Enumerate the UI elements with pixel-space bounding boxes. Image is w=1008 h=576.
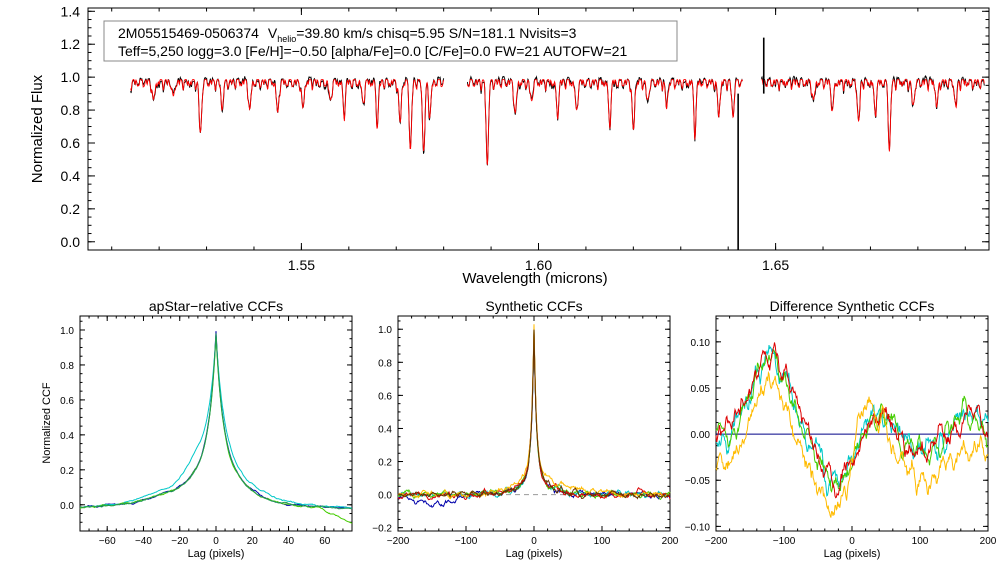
- apstar-ccf-series: [79, 331, 353, 524]
- model-spectrum-line: [761, 79, 985, 152]
- x-tick-label: 60: [319, 536, 331, 547]
- model-spectrum-line: [466, 79, 743, 165]
- x-tick-label: 200: [662, 536, 679, 547]
- model-spectrum-line: [130, 78, 445, 152]
- y-tick-label: 1.4: [61, 3, 81, 19]
- x-tick-label: −200: [387, 536, 410, 547]
- difference-ccf-panel: −200 −100 0 100 200 −0.10 −0.05 0.00 0.05 0.10 Di…: [685, 298, 997, 560]
- y-tick-label: 0.0: [61, 234, 81, 250]
- y-tick-label: 0.4: [378, 424, 392, 435]
- x-tick-label: 100: [912, 536, 929, 547]
- y-tick-label: 0.2: [61, 201, 81, 217]
- apstar-ccf-frame: [79, 315, 353, 532]
- y-tick-label: 0.4: [61, 168, 81, 184]
- synthetic-ccf-line: [397, 324, 671, 500]
- apstar-ccf-title: apStar−relative CCFs: [149, 298, 283, 314]
- apstar-ccf-ticks: −60 −40 −20 0 20 40 60 0.0 0.2 0.4 0.6 0.8 1.0: [60, 316, 353, 547]
- x-tick-label: −20: [171, 536, 188, 547]
- annotation-stats: =39.80 km/s chisq=5.95 S/N=181.1 Nvisits…: [296, 25, 576, 41]
- x-tick-label: −40: [135, 536, 152, 547]
- v-label: V: [268, 25, 278, 41]
- annotation-line2: Teff=5,250 logg=3.0 [Fe/H]=−0.50 [alpha/…: [118, 43, 627, 59]
- y-tick-label: 0.6: [61, 135, 81, 151]
- y-tick-label: 0.2: [378, 458, 392, 469]
- y-tick-label: −0.2: [372, 524, 392, 535]
- apstar-ccf-line: [80, 335, 353, 509]
- x-tick-label: 20: [247, 536, 259, 547]
- spectrum-xlabel: Wavelength (microns): [462, 270, 607, 287]
- difference-ccf-line: [715, 370, 989, 518]
- x-tick-label: 0: [213, 536, 219, 547]
- x-tick-label: 200: [980, 536, 997, 547]
- difference-ccf-line: [715, 342, 988, 499]
- apstar-ccf-ylabel: Normalized CCF: [41, 382, 53, 464]
- y-tick-label: 0.10: [691, 338, 711, 349]
- x-tick-label: 100: [594, 536, 611, 547]
- apstar-ccf-line: [79, 331, 353, 509]
- synthetic-ccf-line: [397, 333, 671, 508]
- y-tick-label: 0.05: [691, 384, 711, 395]
- synthetic-ccf-line: [397, 329, 671, 500]
- synthetic-ccf-ticks: −200 −100 0 100 200 −0.2 0.0 0.2 0.4 0.6 0.8 1.0: [372, 316, 679, 547]
- y-tick-label: 1.0: [378, 325, 392, 336]
- x-tick-label: 1.65: [762, 257, 789, 273]
- annotation-line1: 2M05515469-0506374 Vhelio=39.80 km/s chis…: [118, 25, 577, 44]
- spectrum-ylabel: Normalized Flux: [29, 74, 46, 183]
- x-tick-label: 1.55: [288, 257, 315, 273]
- synthetic-ccf-xlabel: Lag (pixels): [506, 548, 563, 560]
- apstar-ccf-panel: −60 −40 −20 0 20 40 60 0.0 0.2 0.4 0.6 0.8 1.0 apSta…: [41, 298, 353, 560]
- y-tick-label: 0.0: [378, 491, 392, 502]
- synthetic-ccf-title: Synthetic CCFs: [485, 298, 582, 314]
- y-tick-label: −0.10: [685, 522, 711, 533]
- difference-ccf-title: Difference Synthetic CCFs: [770, 298, 935, 314]
- apstar-ccf-line: [79, 333, 353, 510]
- difference-ccf-ticks: −200 −100 0 100 200 −0.10 −0.05 0.00 0.05 0.10: [685, 316, 997, 547]
- x-tick-label: 40: [283, 536, 295, 547]
- difference-ccf-xlabel: Lag (pixels): [824, 548, 881, 560]
- y-tick-label: 1.0: [61, 69, 81, 85]
- difference-ccf-line: [715, 349, 989, 493]
- v-subscript: helio: [277, 34, 296, 44]
- y-tick-label: 0.8: [61, 102, 81, 118]
- y-tick-label: 0.00: [691, 430, 711, 441]
- x-tick-label: 0: [849, 536, 855, 547]
- y-tick-label: 0.0: [60, 501, 74, 512]
- x-tick-label: −60: [99, 536, 116, 547]
- y-tick-label: −0.05: [685, 476, 711, 487]
- synthetic-ccf-series: [397, 324, 671, 508]
- annotation-box: [103, 20, 678, 62]
- y-tick-label: 1.2: [61, 36, 81, 52]
- y-tick-label: 0.8: [378, 358, 392, 369]
- difference-ccf-frame: [715, 315, 989, 532]
- x-tick-label: 1.60: [525, 257, 552, 273]
- observed-spectrum-line: [466, 75, 743, 166]
- spectrum-panel: 1.55 1.60 1.65 0.0 0.2 0.4 0.6 0.8 1.0 1.2 1.4 2M0…: [29, 3, 990, 287]
- synthetic-ccf-panel: −200 −100 0 100 200 −0.2 0.0 0.2 0.4 0.6 0.8 1.0 Sy…: [372, 298, 679, 560]
- y-tick-label: 0.8: [60, 361, 74, 372]
- x-tick-label: 0: [531, 536, 537, 547]
- y-tick-label: 0.4: [60, 431, 74, 442]
- apstar-ccf-line: [79, 335, 353, 524]
- x-tick-label: −100: [455, 536, 478, 547]
- y-tick-label: 1.0: [60, 326, 74, 337]
- x-tick-label: −100: [773, 536, 796, 547]
- difference-ccf-series: [715, 342, 989, 518]
- spectrum-ticks: 1.55 1.60 1.65 0.0 0.2 0.4 0.6 0.8 1.0 1.2 1.4: [61, 3, 989, 273]
- star-id: 2M05515469-0506374: [118, 25, 259, 41]
- y-tick-label: 0.2: [60, 466, 74, 477]
- spectrum-series: [130, 37, 985, 250]
- y-tick-label: 0.6: [378, 391, 392, 402]
- apstar-ccf-xlabel: Lag (pixels): [188, 548, 245, 560]
- x-tick-label: −200: [705, 536, 728, 547]
- y-tick-label: 0.6: [60, 396, 74, 407]
